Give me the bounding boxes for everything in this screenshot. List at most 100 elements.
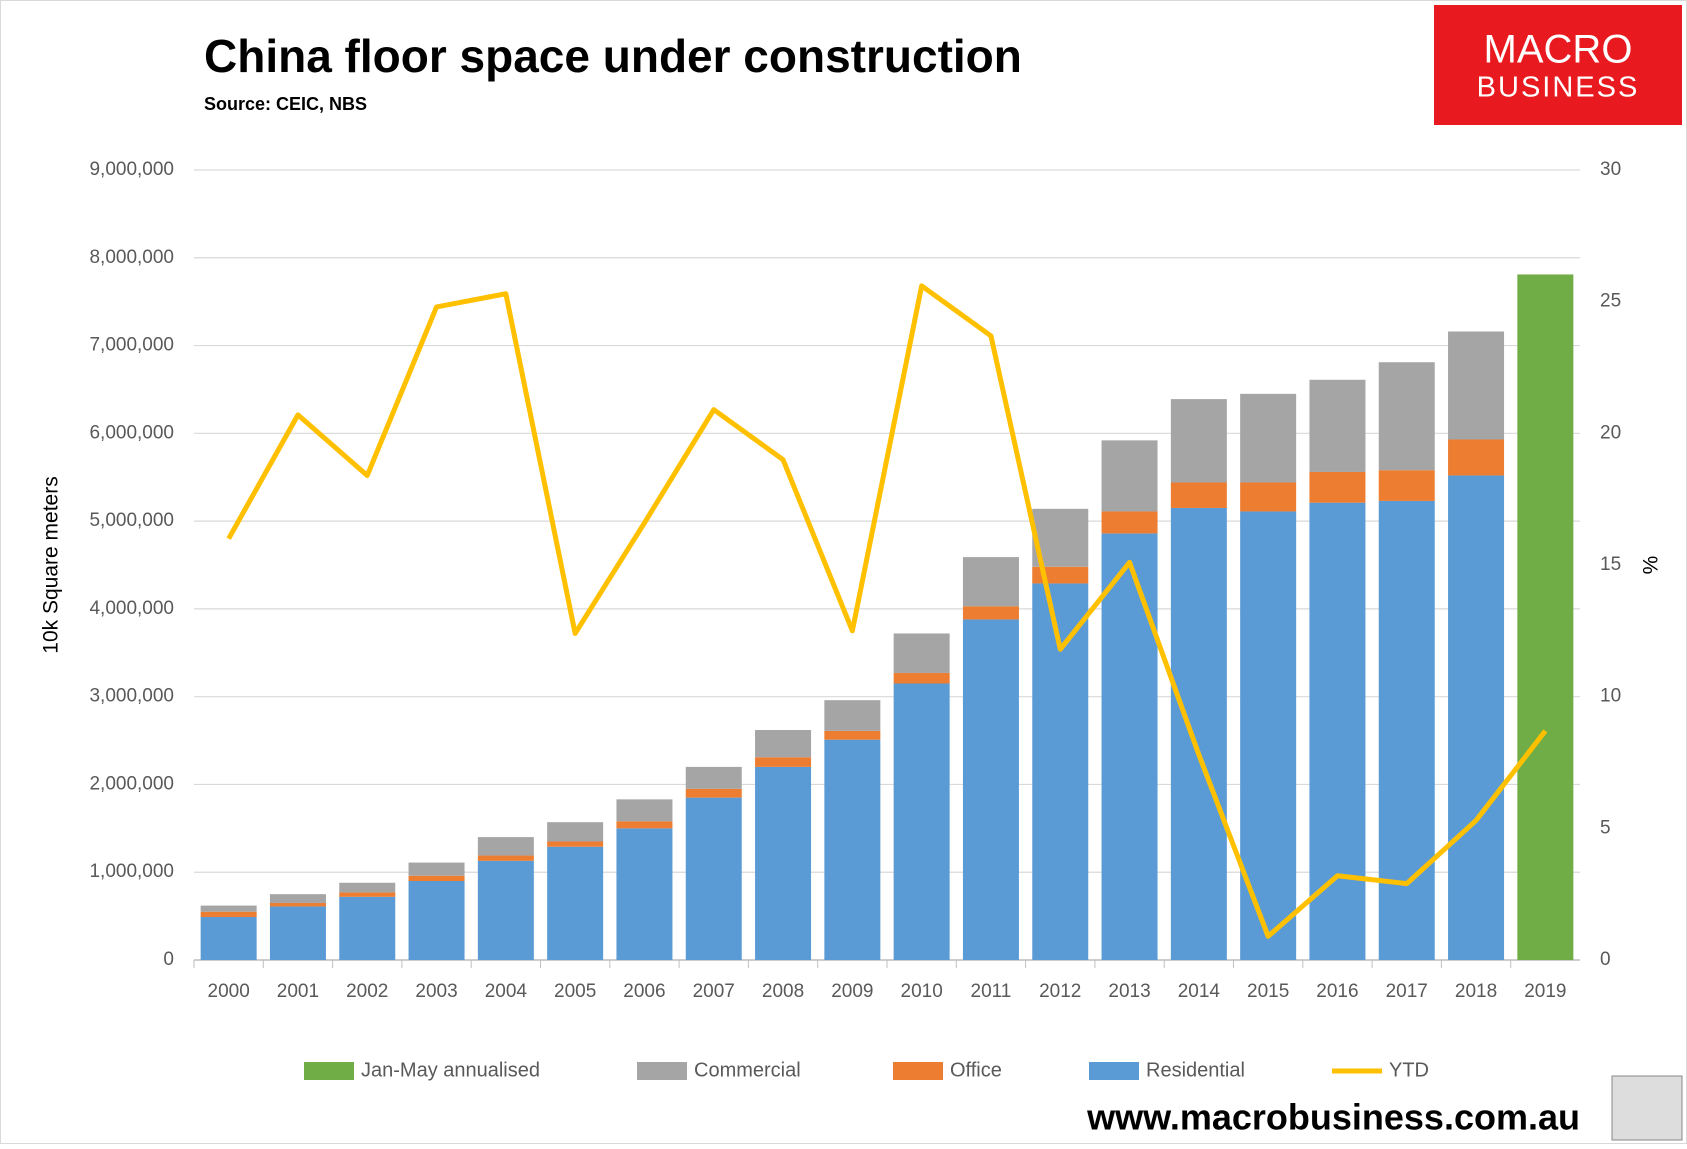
bar	[1517, 274, 1574, 960]
bar	[200, 905, 257, 912]
y-tick-label: 7,000,000	[89, 335, 174, 356]
bar	[616, 828, 673, 960]
x-tick-label: 2019	[1524, 981, 1566, 1002]
bar	[1170, 507, 1227, 960]
x-tick-label: 2010	[901, 981, 943, 1002]
bar	[1378, 500, 1435, 960]
logo-text: BUSINESS	[1477, 72, 1640, 104]
bar	[685, 766, 742, 789]
y2-tick-label: 0	[1600, 949, 1611, 970]
y-tick-label: 3,000,000	[89, 686, 174, 707]
legend-swatch	[893, 1062, 943, 1080]
y2-tick-label: 25	[1600, 291, 1621, 312]
bar	[408, 881, 465, 960]
y-tick-label: 8,000,000	[89, 247, 174, 268]
x-tick-label: 2012	[1039, 981, 1081, 1002]
y-tick-label: 4,000,000	[89, 598, 174, 619]
bar	[1448, 439, 1505, 476]
bar	[408, 875, 465, 881]
bar	[824, 739, 881, 960]
legend-swatch	[304, 1062, 354, 1080]
bar	[1448, 331, 1505, 440]
legend-label: Commercial	[694, 1059, 801, 1081]
y2-axis-title: %	[1640, 556, 1663, 575]
bar	[547, 846, 604, 960]
y2-tick-label: 5	[1600, 817, 1611, 838]
chart-title: China floor space under construction	[204, 30, 1022, 82]
bar	[339, 882, 396, 893]
bar	[1378, 470, 1435, 501]
bar	[477, 837, 534, 856]
bar	[1240, 482, 1297, 512]
bar	[685, 797, 742, 960]
legend-label: YTD	[1389, 1059, 1429, 1081]
logo-text: MACRO	[1484, 28, 1633, 72]
bar	[200, 916, 257, 960]
bar	[962, 606, 1019, 620]
bar	[1448, 475, 1505, 960]
x-tick-label: 2018	[1455, 981, 1497, 1002]
bar	[962, 619, 1019, 960]
y-tick-label: 5,000,000	[89, 510, 174, 531]
bar	[547, 822, 604, 842]
bar	[339, 896, 396, 960]
y-tick-label: 1,000,000	[89, 861, 174, 882]
x-tick-label: 2002	[346, 981, 388, 1002]
bar	[1101, 511, 1158, 534]
bar	[755, 730, 812, 758]
bar	[685, 788, 742, 798]
legend-label: Residential	[1146, 1059, 1245, 1081]
legend-swatch	[637, 1062, 687, 1080]
bar	[1309, 471, 1366, 503]
bar	[1309, 502, 1366, 960]
x-tick-label: 2008	[762, 981, 804, 1002]
bar	[477, 855, 534, 861]
y2-tick-label: 30	[1600, 159, 1621, 180]
bar	[477, 860, 534, 960]
y-tick-label: 0	[163, 949, 174, 970]
bar	[547, 841, 604, 847]
y-tick-label: 6,000,000	[89, 422, 174, 443]
y-tick-label: 2,000,000	[89, 773, 174, 794]
legend-label: Office	[950, 1059, 1002, 1081]
bar	[1101, 440, 1158, 512]
bar	[269, 902, 326, 907]
bar	[893, 633, 950, 673]
x-tick-label: 2016	[1316, 981, 1358, 1002]
line-series	[226, 283, 1548, 939]
bar	[408, 862, 465, 876]
y2-tick-label: 15	[1600, 554, 1621, 575]
logo-image	[1611, 1075, 1683, 1141]
x-tick-label: 2000	[208, 981, 250, 1002]
bar	[616, 799, 673, 822]
x-tick-label: 2011	[971, 981, 1012, 1002]
bar	[1240, 393, 1297, 483]
logo-box	[1434, 5, 1682, 125]
y2-tick-label: 10	[1600, 686, 1621, 707]
x-tick-label: 2009	[831, 981, 873, 1002]
x-tick-label: 2017	[1386, 981, 1428, 1002]
bar	[824, 700, 881, 731]
bar	[200, 911, 257, 917]
chart-subtitle: Source: CEIC, NBS	[204, 94, 367, 114]
bar	[1170, 482, 1227, 508]
x-tick-label: 2003	[415, 981, 457, 1002]
bar	[269, 894, 326, 903]
bar	[1309, 379, 1366, 472]
bar	[1101, 533, 1158, 960]
bar	[755, 757, 812, 767]
x-tick-label: 2014	[1178, 981, 1221, 1002]
bar	[755, 766, 812, 960]
footer-url: www.macrobusiness.com.au	[1086, 1097, 1580, 1138]
legend-label: Jan-May annualised	[361, 1059, 540, 1081]
bar	[893, 672, 950, 684]
x-tick-label: 2007	[693, 981, 735, 1002]
bar	[1170, 399, 1227, 483]
x-tick-label: 2013	[1108, 981, 1150, 1002]
bar	[339, 892, 396, 897]
bar	[1240, 511, 1297, 960]
bar	[269, 906, 326, 960]
bar	[824, 730, 881, 740]
bar	[893, 683, 950, 960]
